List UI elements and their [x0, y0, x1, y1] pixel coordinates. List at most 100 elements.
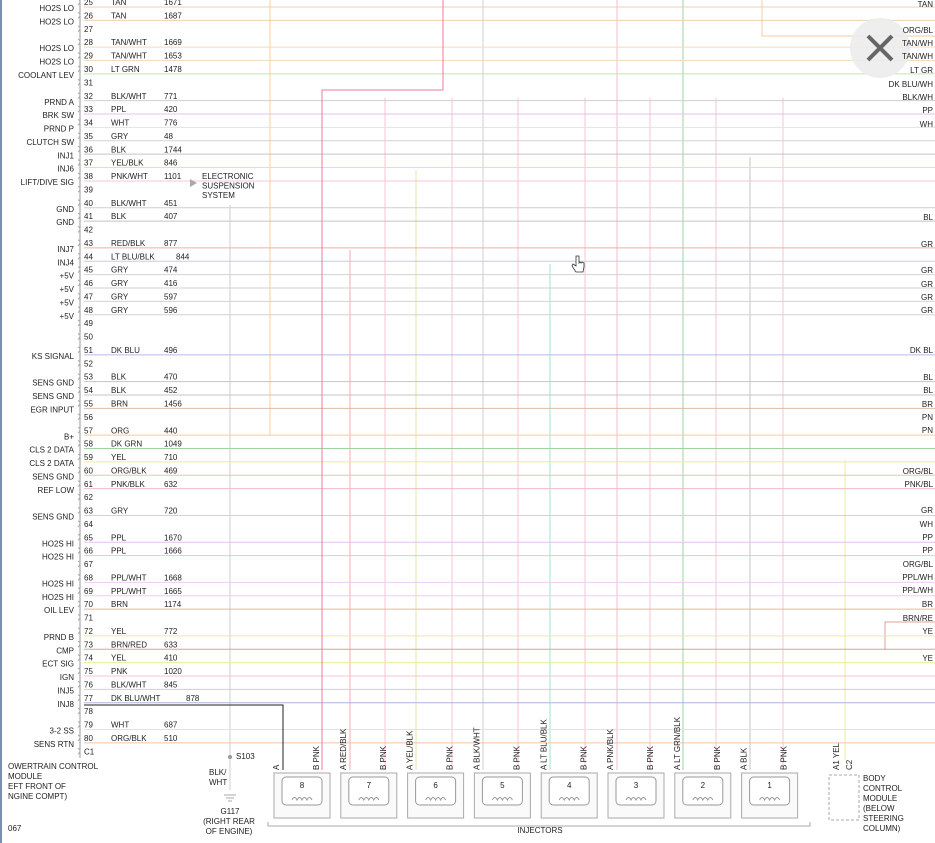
pin-label: HO2S HI	[42, 539, 74, 548]
circuit-number: 597	[164, 292, 178, 301]
pin-number: 47	[84, 292, 93, 301]
pin-bracket	[77, 587, 81, 595]
close-button[interactable]	[850, 18, 910, 78]
pin-number: 42	[84, 226, 93, 235]
suspension-label: ELECTRONIC	[202, 172, 254, 181]
pin-bracket	[77, 226, 81, 233]
pin-bracket	[77, 667, 81, 675]
circuit-number: 496	[164, 346, 178, 355]
pin-bracket	[77, 279, 81, 287]
pin-bracket	[77, 707, 81, 715]
pin-number: 65	[84, 533, 93, 542]
injector-number: 1	[767, 781, 772, 790]
inj8-wire	[84, 704, 284, 770]
pin-number: 34	[84, 119, 93, 128]
bcm: A1 YEL C2 BODYCONTROLMODULE(BELOWSTEERINGC…	[828, 742, 904, 833]
wire-color: TAN/WHT	[111, 52, 147, 61]
pin-number: 77	[84, 694, 93, 703]
right-label: ORG/BL	[903, 26, 934, 35]
pin-bracket	[77, 92, 81, 100]
pin-number: 38	[84, 172, 93, 181]
pin-label: KS SIGNAL	[32, 352, 75, 361]
pin-number: 33	[84, 105, 93, 114]
bcm-name: MODULE	[863, 794, 897, 803]
pin-b: B PNK	[379, 745, 388, 770]
wire-color: TAN/WHT	[111, 38, 147, 47]
wire-color: PPL	[111, 547, 127, 556]
right-label: DK BLU/WH	[889, 80, 934, 89]
pin-bracket	[77, 292, 81, 300]
injector-body	[415, 776, 457, 806]
circuit-number: 1653	[164, 52, 182, 61]
wire-color: PPL	[111, 533, 127, 542]
pin-label: INJ5	[58, 686, 75, 695]
pin-bracket	[77, 239, 81, 247]
pin-a: A PNK/BLK	[606, 728, 615, 770]
pin-bracket	[77, 359, 81, 367]
circuit-number: 720	[164, 507, 178, 516]
pin-bracket	[77, 25, 81, 33]
pin-bracket	[77, 627, 81, 635]
circuit-number: 771	[164, 92, 178, 101]
right-label: GR	[921, 240, 933, 249]
wire-color: BLK/WHT	[111, 680, 147, 689]
pin-bracket	[77, 547, 81, 554]
circuit-number: 1666	[164, 547, 182, 556]
injector-body	[548, 776, 590, 806]
circuit-number: 1478	[164, 65, 182, 74]
bcm-connector: C2	[845, 759, 854, 770]
injector-body	[281, 776, 323, 806]
pin-number: 53	[84, 373, 93, 382]
pin-number: 76	[84, 680, 93, 689]
right-label: LT GR	[910, 66, 933, 75]
pin-number: 27	[84, 25, 93, 34]
pin-number: 26	[84, 11, 93, 20]
right-label: DK BL	[910, 346, 934, 355]
bcm-name: CONTROL	[863, 784, 903, 793]
injector-coil	[291, 797, 313, 802]
circuit-number: 772	[164, 627, 178, 636]
ground-wire: WHT	[209, 778, 227, 787]
pin-label: COOLANT LEV	[18, 71, 75, 80]
pin-a: A BLK/WHT	[473, 727, 482, 770]
pin-number: 37	[84, 159, 93, 168]
pin-label: HO2S HI	[42, 593, 74, 602]
pin-bracket	[77, 373, 81, 380]
circuit-number: 469	[164, 466, 178, 475]
pin-label: INJ4	[58, 258, 75, 267]
pin-label: INJ6	[58, 165, 75, 174]
pin-b: B PNK	[713, 745, 722, 770]
pin-number: 63	[84, 507, 93, 516]
pin-bracket	[77, 493, 81, 501]
pin-number: 58	[84, 440, 93, 449]
pin-number: 80	[84, 734, 93, 743]
bcm-name: COLUMN)	[863, 824, 901, 833]
pin-bracket	[77, 0, 81, 6]
pin-number: 41	[84, 212, 93, 221]
module-name: EFT FRONT OF	[8, 782, 66, 791]
injector-body	[481, 776, 523, 806]
pin-label: LIFT/DIVE SIG	[21, 178, 74, 187]
pin-label: GND	[56, 205, 74, 214]
pin-number: 28	[84, 38, 93, 47]
pin-label: CMP	[56, 646, 74, 655]
pin-label: B+	[64, 432, 74, 441]
close-icon[interactable]	[866, 34, 894, 62]
circuit-number: 710	[164, 453, 178, 462]
pin-a: A LT BLU/BLK	[539, 718, 548, 770]
pin-number: 30	[84, 65, 93, 74]
right-label: GR	[921, 306, 933, 315]
pin-number: 56	[84, 413, 93, 422]
splice-dot	[228, 755, 232, 759]
pin-bracket	[77, 640, 81, 648]
wire-color: LT BLU/BLK	[111, 252, 155, 261]
circuit-number: 846	[164, 159, 178, 168]
circuit-number: 1669	[164, 38, 182, 47]
injector-coil	[625, 797, 647, 802]
pin-bracket	[77, 426, 81, 434]
pin-bracket	[77, 212, 81, 220]
pin-bracket	[77, 11, 81, 19]
ground-name: G117	[221, 807, 241, 816]
injector-number: 5	[500, 781, 505, 790]
